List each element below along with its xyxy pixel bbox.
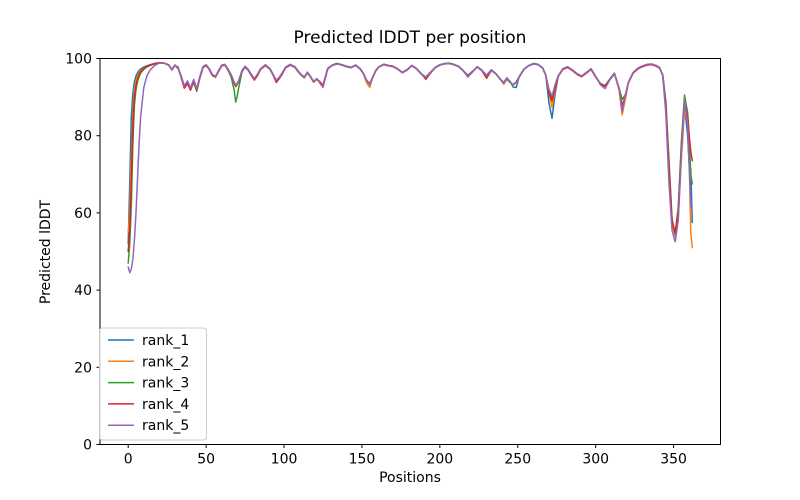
x-tick-label: 100 (271, 452, 298, 468)
legend-label-rank_5: rank_5 (142, 418, 189, 434)
y-tick-label: 20 (74, 360, 92, 376)
y-tick-label: 80 (74, 129, 92, 145)
x-tick-label: 350 (660, 452, 687, 468)
series-line-rank_2 (127, 62, 694, 249)
x-axis-label: Positions (379, 470, 441, 486)
plot-lines (127, 62, 694, 274)
x-tick-label: 0 (124, 452, 133, 468)
y-tick-label: 60 (74, 206, 92, 222)
series-line-rank_4 (127, 62, 694, 253)
series-line-rank_3 (127, 62, 694, 264)
x-tick-label: 150 (349, 452, 376, 468)
legend: rank_1 rank_2 rank_3 rank_4 rank_5 (99, 327, 207, 441)
x-axis-ticks: 0 50 100 150 200 250 300 350 (124, 444, 687, 468)
y-axis-label: Predicted lDDT (38, 199, 54, 304)
y-tick-label: 100 (65, 52, 92, 68)
x-tick-label: 200 (426, 452, 453, 468)
legend-frame (99, 327, 207, 441)
legend-label-rank_3: rank_3 (142, 376, 189, 392)
x-tick-label: 50 (197, 452, 215, 468)
chart-title: Predicted lDDT per position (294, 28, 527, 48)
y-axis-ticks: 0 20 40 60 80 100 (65, 52, 100, 454)
y-tick-label: 40 (74, 283, 92, 299)
legend-label-rank_1: rank_1 (142, 333, 189, 349)
legend-label-rank_4: rank_4 (142, 397, 189, 413)
x-tick-label: 300 (582, 452, 609, 468)
y-tick-label: 0 (83, 438, 92, 454)
x-tick-label: 250 (504, 452, 531, 468)
axes-border (99, 58, 721, 445)
series-line-rank_5 (127, 62, 694, 274)
legend-label-rank_2: rank_2 (142, 354, 189, 370)
series-line-rank_1 (127, 62, 694, 245)
